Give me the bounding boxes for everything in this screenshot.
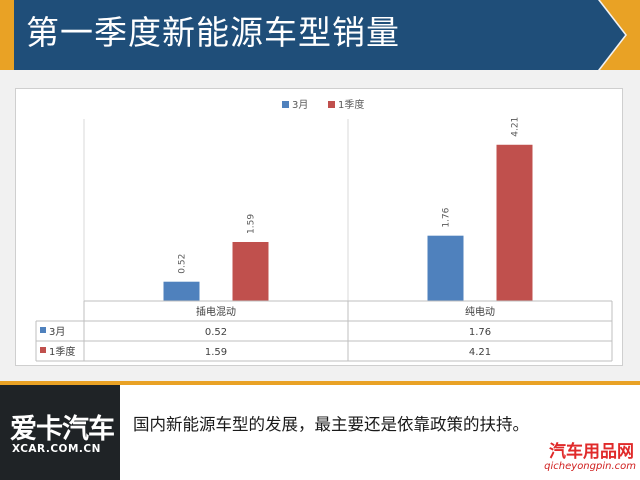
table-value: 0.52 [205,327,227,338]
banner-shape [0,0,640,70]
header-banner: 第一季度新能源车型销量 [0,0,640,70]
table-value: 4.21 [469,347,491,358]
table-legend-key-0 [40,327,46,333]
bar-chart: 3月 1季度 0.52 1.59 1.76 4.21 插电混动 纯电动 3月 0.52 1.76 1季… [35,98,613,362]
category-label: 插电混动 [196,305,236,318]
legend-label-1: 1季度 [338,98,364,111]
bar-1季度-纯电动 [496,144,533,301]
category-label: 纯电动 [465,305,495,318]
data-label: 1.59 [247,214,257,234]
table-value: 1.76 [469,327,491,338]
data-label: 0.52 [178,254,188,274]
gold-divider [0,381,640,385]
table-series-name: 3月 [49,326,65,338]
logo-text: 爱卡汽车 [10,414,115,445]
legend-label-0: 3月 [292,99,308,111]
table-legend-key-1 [40,347,46,353]
logo: 爱卡汽车 XCAR.COM.CN [0,385,120,480]
bar-3月-纯电动 [427,235,464,301]
caption-text: 国内新能源车型的发展，最主要还是依靠政策的扶持。 [133,415,529,434]
data-label: 1.76 [442,207,452,227]
page-title: 第一季度新能源车型销量 [26,13,400,52]
chart-panel: 3月 1季度 0.52 1.59 1.76 4.21 插电混动 纯电动 3月 0.52 1.76 1季… [15,88,623,366]
legend-swatch-1 [328,101,335,108]
logo-url: XCAR.COM.CN [12,443,101,455]
table-series-name: 1季度 [49,345,75,358]
bar-1季度-插电混动 [232,241,269,301]
watermark-url: qicheyongpin.com [544,461,636,472]
table-value: 1.59 [205,347,227,358]
data-label: 4.21 [511,117,521,137]
legend-swatch-0 [282,101,289,108]
watermark-title: 汽车用品网 [549,442,634,462]
bar-3月-插电混动 [163,281,200,301]
footer: 爱卡汽车 XCAR.COM.CN 国内新能源车型的发展，最主要还是依靠政策的扶持… [0,385,640,480]
